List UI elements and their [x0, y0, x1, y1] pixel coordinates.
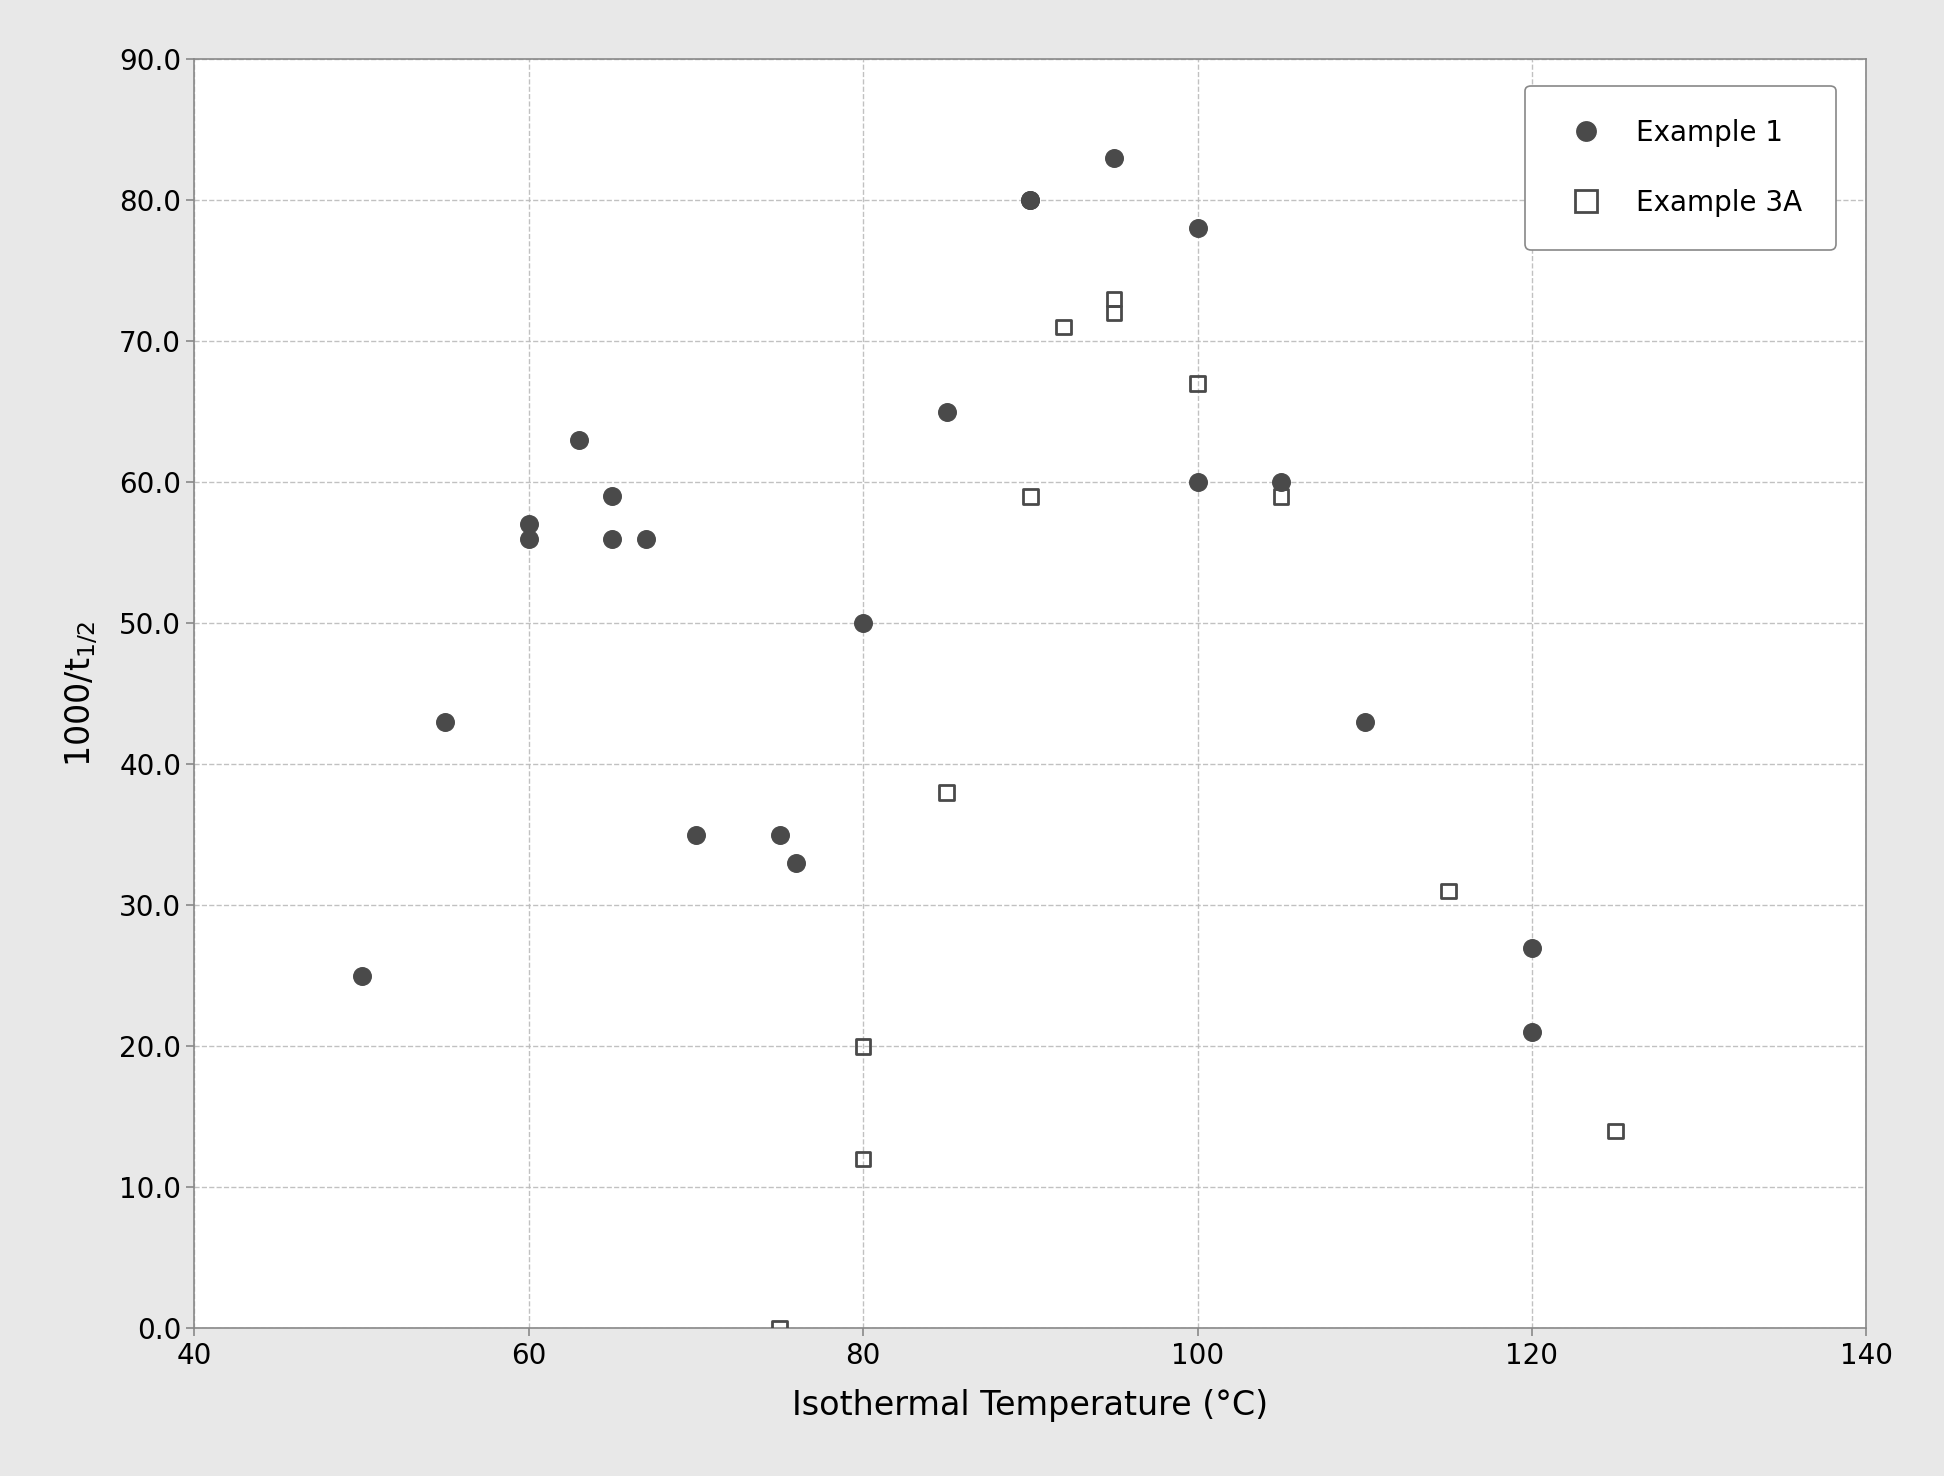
Example 1 — [1015, 189, 1046, 213]
Example 3A — [848, 1147, 879, 1170]
Example 1 — [564, 428, 595, 452]
Example 3A — [1098, 286, 1129, 310]
Y-axis label: 1000/t$_{\mathregular{1/2}}$: 1000/t$_{\mathregular{1/2}}$ — [62, 621, 99, 766]
X-axis label: Isothermal Temperature (°C): Isothermal Temperature (°C) — [793, 1389, 1267, 1421]
Example 3A — [764, 1317, 795, 1340]
Example 1 — [1098, 146, 1129, 170]
Example 1 — [597, 484, 628, 508]
Example 1 — [764, 824, 795, 847]
Example 3A — [1182, 372, 1213, 396]
Example 3A — [1266, 484, 1297, 508]
Example 3A — [848, 1035, 879, 1058]
Example 1 — [1516, 1020, 1547, 1044]
Example 1 — [680, 824, 712, 847]
Example 3A — [1015, 484, 1046, 508]
Example 1 — [1015, 189, 1046, 213]
Example 1 — [630, 527, 661, 551]
Example 3A — [1048, 316, 1079, 339]
Example 1 — [597, 527, 628, 551]
Example 3A — [1600, 1119, 1631, 1142]
Example 1 — [1182, 471, 1213, 494]
Example 1 — [1182, 217, 1213, 241]
Example 3A — [1433, 880, 1464, 903]
Example 1 — [346, 964, 377, 987]
Example 3A — [931, 781, 962, 804]
Example 1 — [1266, 471, 1297, 494]
Example 1 — [513, 527, 544, 551]
Example 1 — [1349, 710, 1380, 734]
Example 3A — [1098, 301, 1129, 325]
Legend: Example 1, Example 3A: Example 1, Example 3A — [1524, 86, 1835, 249]
Example 1 — [1516, 936, 1547, 959]
Example 1 — [513, 512, 544, 536]
Example 1 — [430, 710, 461, 734]
Example 1 — [931, 400, 962, 424]
Example 1 — [848, 611, 879, 635]
Example 1 — [781, 852, 813, 875]
